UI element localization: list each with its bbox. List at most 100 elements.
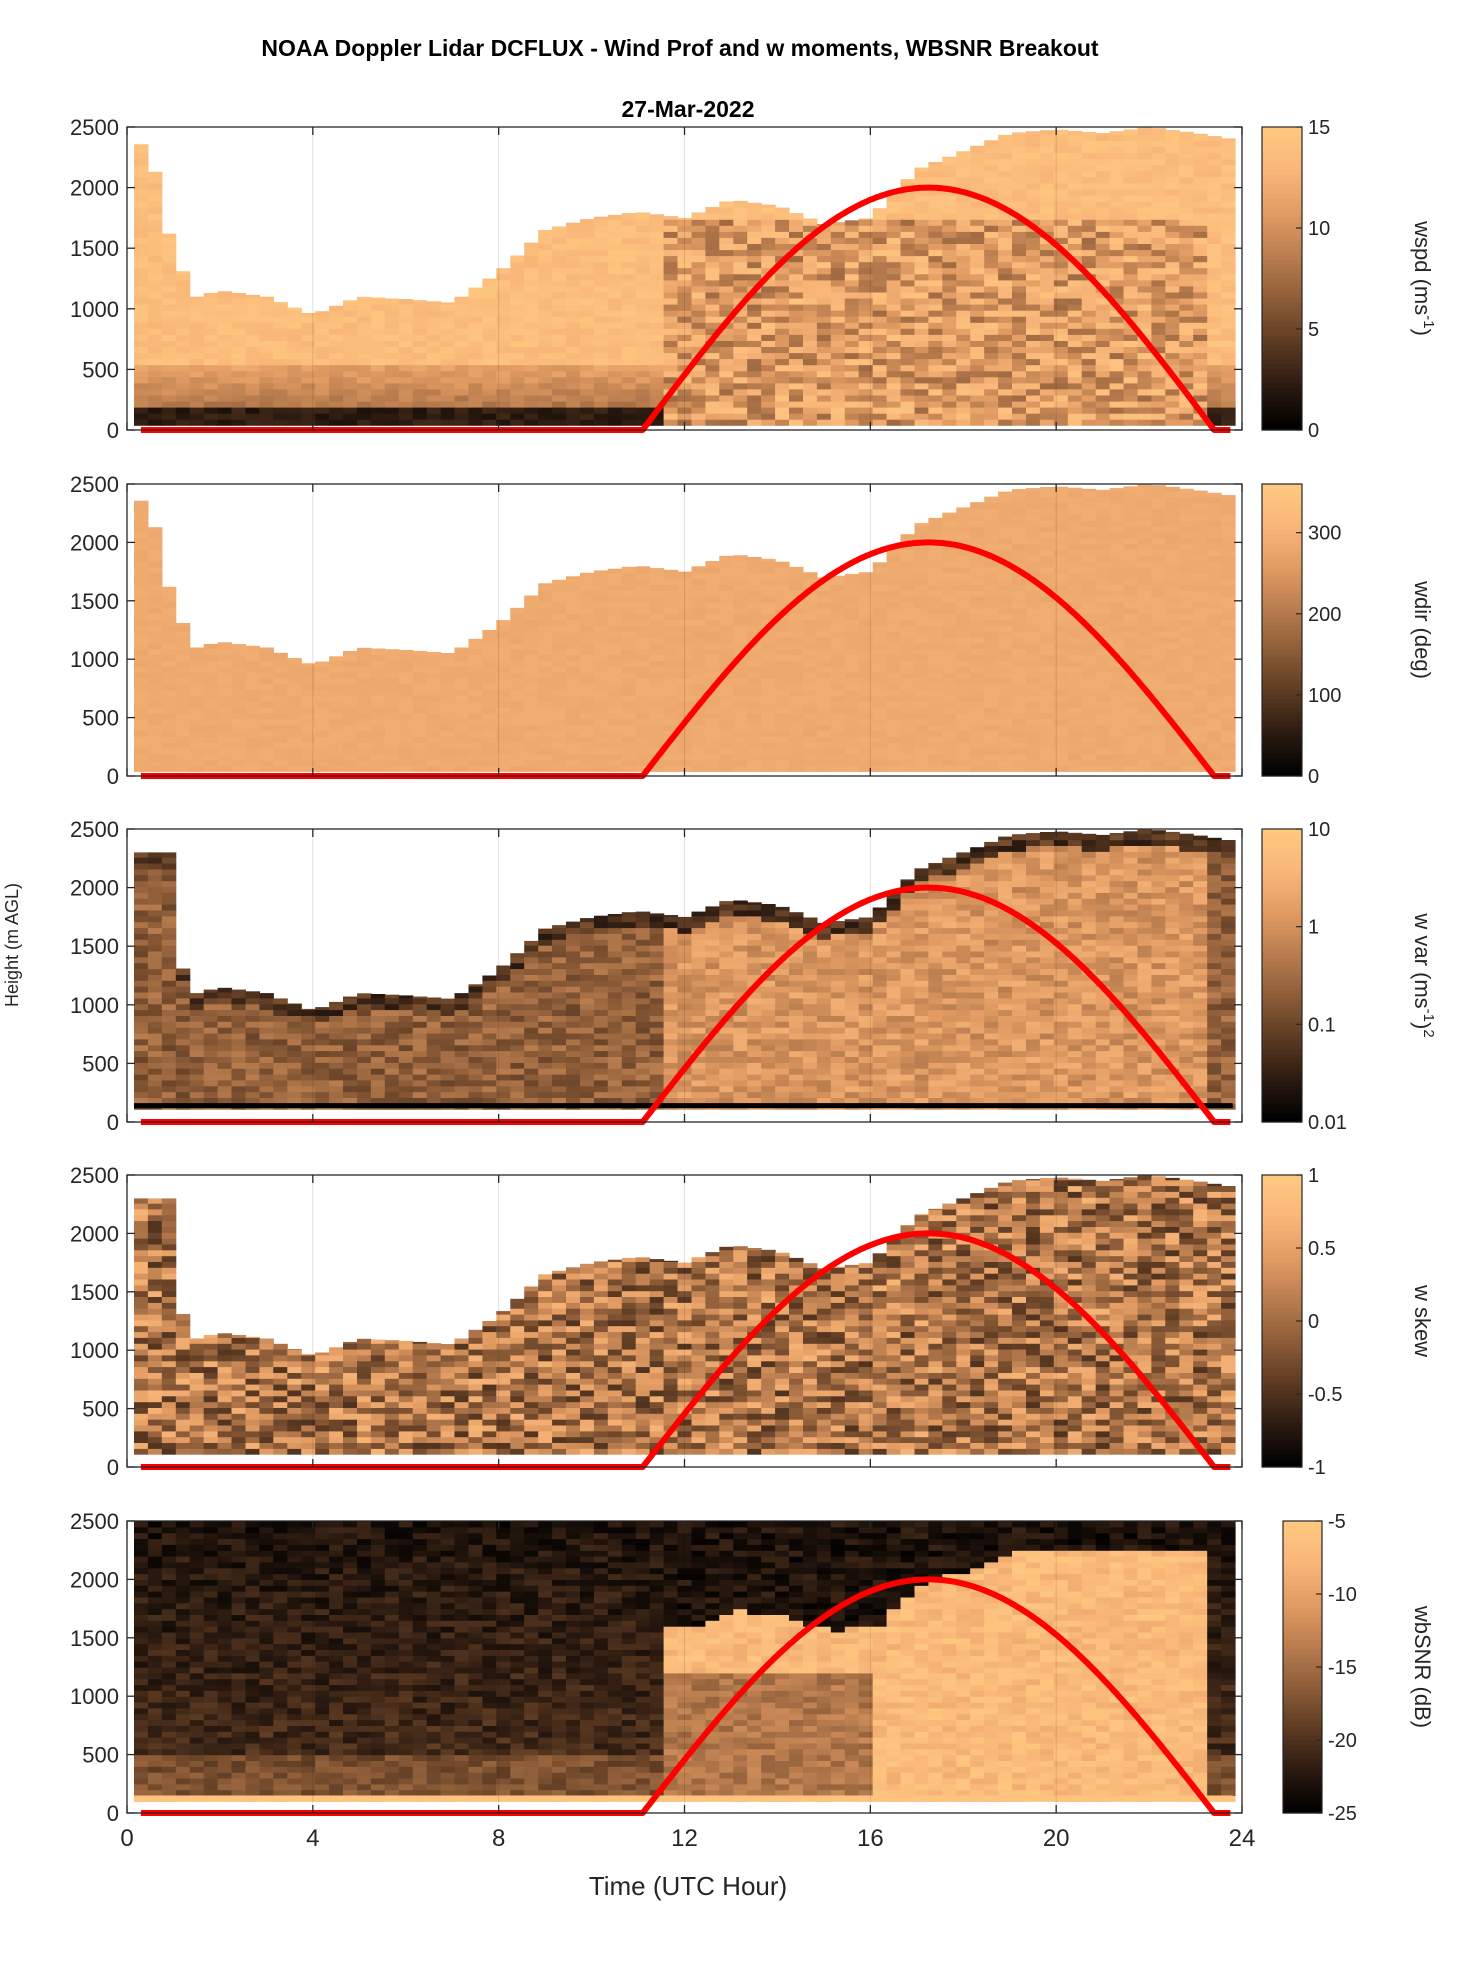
colorbar-segment (1262, 311, 1302, 317)
heatmap-cell (398, 310, 414, 317)
heatmap-cell (454, 407, 469, 414)
heatmap-cell (412, 358, 428, 366)
heatmap-cell (914, 677, 929, 685)
heatmap-cell (412, 650, 428, 656)
heatmap-cell (872, 382, 888, 390)
heatmap-cell (761, 666, 776, 673)
heatmap-cell (928, 730, 943, 737)
colorbar-segment (1262, 288, 1302, 294)
heatmap-cell (984, 261, 999, 269)
heatmap-cell (858, 273, 874, 281)
heatmap-cell (1095, 340, 1111, 347)
heatmap-cell (1039, 748, 1055, 755)
heatmap-cell (287, 413, 302, 420)
heatmap-cell (803, 619, 818, 626)
heatmap-cell (384, 382, 400, 390)
heatmap-cell (663, 742, 679, 749)
heatmap-cell (858, 413, 874, 420)
heatmap-cell (747, 267, 762, 275)
heatmap-cell (1165, 334, 1180, 341)
heatmap-cell (426, 364, 442, 372)
heatmap-cell (621, 297, 637, 305)
heatmap-cell (412, 736, 428, 743)
heatmap-cell (970, 514, 985, 521)
heatmap-cell (649, 358, 665, 366)
heatmap-cell (844, 677, 860, 685)
heatmap-cell (370, 742, 386, 749)
heatmap-cell (231, 654, 246, 661)
heatmap-cell (830, 310, 846, 317)
heatmap-cell (1053, 213, 1069, 220)
heatmap-cell (1109, 231, 1125, 238)
heatmap-cell (970, 207, 985, 214)
heatmap-cell (1067, 225, 1083, 232)
heatmap-cell (872, 712, 888, 720)
heatmap-cell (1039, 297, 1055, 305)
heatmap-cell (1026, 346, 1041, 354)
heatmap-cell (1095, 207, 1111, 214)
heatmap-cell (245, 724, 260, 731)
heatmap-cell (663, 382, 679, 390)
heatmap-cell (691, 753, 706, 761)
heatmap-cell (593, 613, 609, 620)
heatmap-cell (566, 590, 581, 597)
heatmap-cell (970, 419, 985, 426)
heatmap-cell (705, 730, 720, 737)
heatmap-cell (245, 660, 260, 667)
heatmap-cell (1123, 243, 1138, 251)
heatmap-cell (510, 712, 525, 720)
heatmap-cell (134, 508, 149, 515)
heatmap-cell (1039, 346, 1055, 354)
heatmap-cell (175, 736, 191, 743)
heatmap-cell (245, 358, 260, 366)
heatmap-cell (510, 419, 525, 426)
heatmap-cell (761, 346, 776, 354)
heatmap-cell (761, 352, 776, 360)
heatmap-cell (803, 672, 818, 679)
heatmap-cell (663, 394, 679, 402)
heatmap-cell (733, 382, 748, 390)
heatmap-cell (161, 631, 177, 638)
colorbar-segment (1262, 131, 1302, 137)
heatmap-cell (649, 742, 665, 749)
heatmap-cell (496, 620, 511, 626)
heatmap-cell (189, 753, 205, 761)
heatmap-cell (998, 578, 1013, 585)
heatmap-cell (147, 328, 163, 335)
heatmap-cell (245, 730, 260, 737)
heatmap-cell (593, 759, 609, 766)
heatmap-cell (301, 358, 316, 366)
heatmap-cell (134, 176, 149, 184)
heatmap-cell (1165, 213, 1180, 220)
heatmap-cell (830, 352, 846, 360)
heatmap-cell (789, 625, 804, 632)
heatmap-cell (1067, 310, 1083, 317)
heatmap-cell (134, 237, 149, 244)
heatmap-cell (928, 683, 943, 691)
heatmap-cell (301, 683, 316, 691)
heatmap-cell (440, 304, 456, 311)
heatmap-cell (524, 382, 539, 390)
heatmap-cell (719, 654, 734, 661)
heatmap-cell (803, 394, 818, 402)
heatmap-cell (775, 358, 790, 366)
heatmap-cell (1207, 146, 1222, 154)
heatmap-cell (677, 607, 692, 615)
heatmap-cell (1081, 243, 1097, 251)
heatmap-cell (538, 748, 553, 755)
heatmap-cell (942, 400, 957, 408)
heatmap-cell (1207, 267, 1222, 275)
heatmap-cell (552, 407, 567, 414)
heatmap-cell (1026, 249, 1041, 257)
heatmap-cell (273, 346, 288, 354)
colorbar-segment (1262, 278, 1302, 284)
heatmap-cell (1012, 555, 1027, 562)
heatmap-cell (775, 707, 790, 714)
heatmap-cell (719, 724, 734, 731)
heatmap-cell (134, 188, 149, 196)
heatmap-cell (1039, 358, 1055, 366)
heatmap-cell (161, 388, 177, 396)
heatmap-cell (984, 334, 999, 341)
heatmap-cell (1193, 334, 1208, 341)
heatmap-cell (524, 660, 539, 667)
